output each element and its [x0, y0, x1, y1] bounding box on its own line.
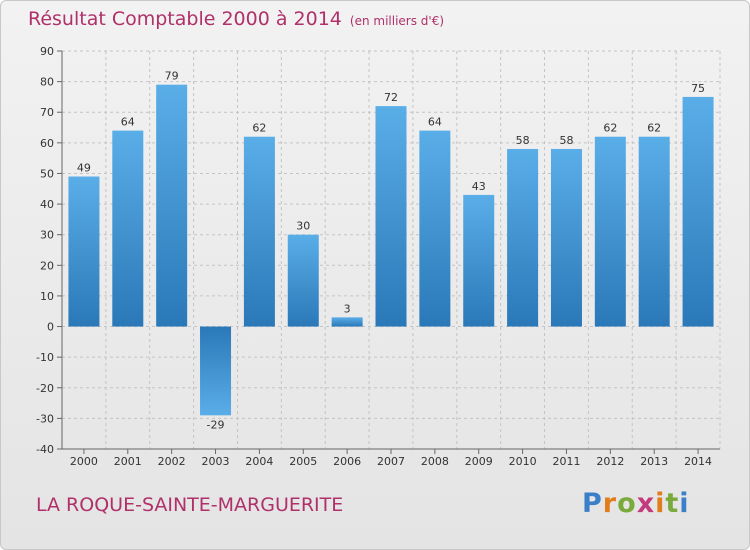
- value-label: 62: [647, 122, 661, 135]
- proxiti-logo: Proxiti: [582, 488, 690, 519]
- y-tick-label: 50: [40, 167, 54, 180]
- x-tick-label: 2007: [377, 455, 405, 468]
- y-tick-label: 40: [40, 198, 54, 211]
- y-tick-label: 30: [40, 229, 54, 242]
- y-tick-label: 0: [47, 321, 54, 334]
- value-label: 64: [121, 116, 135, 129]
- commune-name: LA ROQUE-SAINTE-MARGUERITE: [36, 494, 344, 516]
- x-tick-label: 2006: [333, 455, 361, 468]
- value-label: 58: [516, 134, 530, 147]
- y-tick-label: 10: [40, 290, 54, 303]
- value-label: 49: [77, 162, 91, 175]
- bar-2013: [638, 136, 670, 327]
- value-label: 30: [296, 220, 310, 233]
- y-tick-label: 80: [40, 76, 54, 89]
- axes: -40 -30 -20 -10 0 10 20 30 40 50 60 70 80 90 2000 2001 2…: [36, 45, 720, 468]
- x-tick-label: 2010: [509, 455, 537, 468]
- x-tick-label: 2003: [202, 455, 230, 468]
- bar-2011: [550, 148, 582, 327]
- bar-2007: [375, 106, 407, 327]
- value-label: 64: [428, 116, 442, 129]
- title-unit: (en milliers d'€): [349, 14, 445, 28]
- bar-2009: [463, 194, 495, 327]
- y-tick-label: 70: [40, 106, 54, 119]
- x-tick-label: 2009: [465, 455, 493, 468]
- x-tick-label: 2005: [289, 455, 317, 468]
- bars: [68, 84, 714, 416]
- title-text: Résultat Comptable 2000 à 2014: [28, 8, 342, 30]
- x-tick-label: 2008: [421, 455, 449, 468]
- bar-2014: [682, 96, 714, 327]
- value-label: 79: [165, 70, 179, 83]
- bar-2004: [243, 136, 275, 327]
- bar-2010: [507, 148, 539, 327]
- x-tick-label: 2004: [245, 455, 273, 468]
- bar-2003: [200, 326, 232, 416]
- y-tick-label: 20: [40, 259, 54, 272]
- bar-2000: [68, 176, 100, 327]
- y-tick-label: -40: [36, 443, 54, 456]
- x-tick-label: 2000: [70, 455, 98, 468]
- y-tick-label: 90: [40, 45, 54, 58]
- value-label: 72: [384, 91, 398, 104]
- y-tick-label: -30: [36, 412, 54, 425]
- y-tick-label: -20: [36, 382, 54, 395]
- value-label: 43: [472, 180, 486, 193]
- value-label: 3: [344, 302, 351, 315]
- value-label: 58: [559, 134, 573, 147]
- y-tick-label: 60: [40, 137, 54, 150]
- y-tick-label: -10: [36, 351, 54, 364]
- chart-title: Résultat Comptable 2000 à 2014 (en millie…: [28, 8, 444, 30]
- bar-2006: [331, 317, 363, 327]
- bar-2002: [156, 84, 188, 327]
- bar-2008: [419, 130, 451, 327]
- bar-2001: [112, 130, 144, 327]
- x-tick-label: 2014: [684, 455, 712, 468]
- bar-2012: [594, 136, 626, 327]
- x-tick-label: 2011: [552, 455, 580, 468]
- value-label: 62: [252, 122, 266, 135]
- value-label: 62: [603, 122, 617, 135]
- x-tick-label: 2002: [158, 455, 186, 468]
- value-label: 75: [691, 82, 705, 95]
- x-tick-label: 2013: [640, 455, 668, 468]
- bar-2005: [287, 234, 319, 327]
- x-tick-label: 2001: [114, 455, 142, 468]
- value-labels: 49 64 79 -29 62 30 3 72 64 43 58 58 62 62 75: [77, 70, 705, 432]
- value-label: -29: [207, 418, 225, 431]
- x-tick-label: 2012: [596, 455, 624, 468]
